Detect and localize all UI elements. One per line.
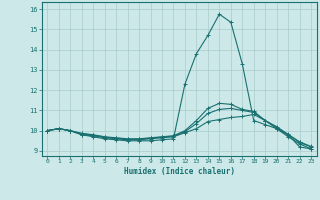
X-axis label: Humidex (Indice chaleur): Humidex (Indice chaleur) (124, 167, 235, 176)
